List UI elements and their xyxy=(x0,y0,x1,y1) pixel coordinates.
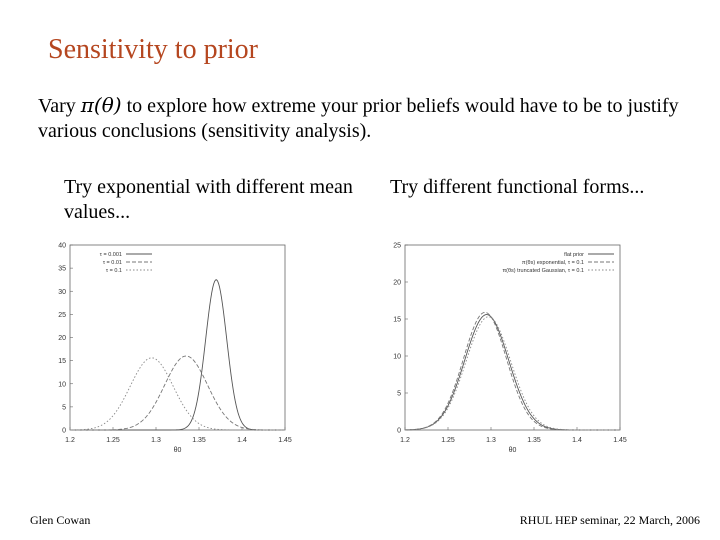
series-line-3 xyxy=(69,357,285,431)
footer-event: RHUL HEP seminar, 22 March, 2006 xyxy=(519,513,700,527)
y-tick-label: 25 xyxy=(58,312,66,319)
caption-exponential: Try exponential with different mean valu… xyxy=(64,176,353,223)
intro-prefix: Vary xyxy=(38,95,81,117)
series-line-2 xyxy=(70,355,285,431)
x-tick-label: 1.2 xyxy=(400,437,410,444)
x-tick-label: 1.3 xyxy=(486,437,496,444)
x-tick-label: 1.25 xyxy=(106,437,120,444)
series-line-1 xyxy=(70,279,285,431)
y-tick-label: 30 xyxy=(58,289,66,296)
x-tick-label: 1.45 xyxy=(613,437,627,444)
x-axis-label: θ0 xyxy=(509,447,517,454)
series-line-1 xyxy=(404,314,620,431)
prior-symbol: π(θ) xyxy=(80,93,122,117)
x-tick-label: 1.35 xyxy=(192,437,206,444)
series-line-3 xyxy=(404,316,620,431)
y-tick-label: 0 xyxy=(397,428,401,435)
y-tick-label: 20 xyxy=(393,280,401,287)
intro-suffix: to explore how extreme your prior belief… xyxy=(38,95,679,142)
legend-label: τ = 0.1 xyxy=(106,268,122,274)
x-tick-label: 1.2 xyxy=(65,437,75,444)
x-tick-label: 1.45 xyxy=(278,437,292,444)
slide-title: Sensitivity to prior xyxy=(48,34,258,65)
y-tick-label: 40 xyxy=(58,243,66,250)
legend-label: τ = 0.01 xyxy=(103,260,122,266)
intro-text: Vary π(θ) to explore how extreme your pr… xyxy=(38,93,698,144)
y-tick-label: 15 xyxy=(393,317,401,324)
y-tick-label: 5 xyxy=(62,404,66,411)
y-tick-label: 10 xyxy=(58,381,66,388)
functional-forms-plot: 1.2 1.25 1.3 1.35 1.4 1.45 0 5 10 15 20 25 θ0 flat pr… xyxy=(393,243,627,455)
y-tick-label: 10 xyxy=(393,354,401,361)
caption-functional-forms: Try different functional forms... xyxy=(390,176,645,198)
y-tick-label: 0 xyxy=(62,428,66,435)
y-tick-label: 5 xyxy=(397,391,401,398)
footer-author: Glen Cowan xyxy=(30,513,91,527)
plot-frame xyxy=(404,244,621,431)
plot-frame xyxy=(69,244,286,431)
x-tick-label: 1.3 xyxy=(151,437,161,444)
x-tick-label: 1.4 xyxy=(572,437,582,444)
x-axis-label: θ0 xyxy=(174,447,182,454)
legend-label: τ = 0.001 xyxy=(100,252,122,258)
y-tick-label: 15 xyxy=(58,358,66,365)
y-tick-label: 20 xyxy=(58,335,66,342)
legend-label: π(θs) exponential, τ = 0.1 xyxy=(522,260,584,266)
y-tick-label: 35 xyxy=(58,266,66,273)
exponential-prior-plot: 1.2 1.25 1.3 1.35 1.4 1.45 0 5 10 15 20 25 30 35 40 θ0 τ… xyxy=(58,243,292,455)
x-tick-label: 1.4 xyxy=(237,437,247,444)
x-tick-label: 1.35 xyxy=(527,437,541,444)
legend-label: π(θs) truncated Gaussian, τ = 0.1 xyxy=(502,268,584,274)
legend-label: flat prior xyxy=(564,252,584,258)
x-tick-label: 1.25 xyxy=(441,437,455,444)
y-tick-label: 25 xyxy=(393,243,401,250)
